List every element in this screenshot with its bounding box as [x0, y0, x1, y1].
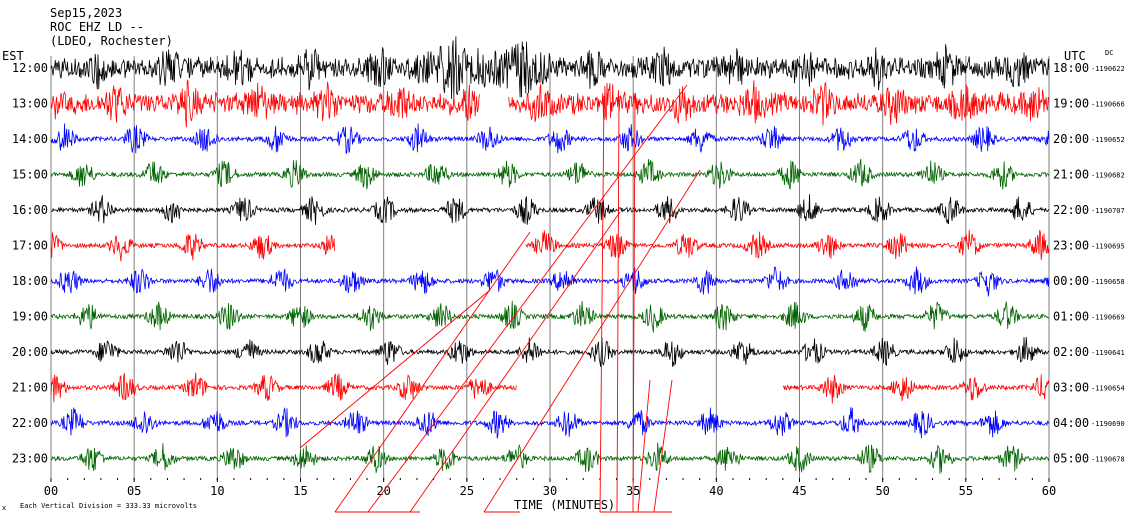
scale-note: Each Vertical Division = 333.33 microvol… [20, 502, 198, 510]
x-tick-label: 10 [210, 484, 224, 498]
x-axis-label: TIME (MINUTES) [514, 498, 616, 512]
utc-hour-label: 01:00 [1053, 310, 1089, 324]
x-tick-label: 25 [460, 484, 474, 498]
est-hour-label: 19:00 [12, 310, 48, 324]
dc-offset-label: -1190682 [1091, 172, 1125, 180]
utc-hour-label: 03:00 [1053, 381, 1089, 395]
dc-offset-label: -1190669 [1091, 314, 1125, 322]
trace-1400 [50, 123, 1050, 154]
utc-hour-label: 05:00 [1053, 452, 1089, 466]
event-line [637, 379, 651, 513]
est-hour-label: 17:00 [12, 239, 48, 253]
utc-hour-label: 20:00 [1053, 132, 1089, 146]
est-hour-label: 23:00 [12, 452, 48, 466]
dc-offset-label: -1190641 [1091, 349, 1125, 357]
dc-offset-label: -1190622 [1091, 65, 1125, 73]
utc-hour-label: 19:00 [1053, 97, 1089, 111]
x-tick-label: 50 [875, 484, 889, 498]
utc-hour-label: 04:00 [1053, 416, 1089, 430]
trace-1300 [50, 79, 1050, 128]
x-tick-label: 00 [44, 484, 58, 498]
x-tick-label: 05 [127, 484, 141, 498]
event-line [616, 95, 620, 513]
dc-offset-label: -1190678 [1091, 456, 1125, 464]
left-timezone-label: EST [2, 49, 24, 63]
event-line [632, 95, 636, 513]
utc-hour-label: 22:00 [1053, 203, 1089, 217]
x-tick-label: 40 [709, 484, 723, 498]
x-tick-label: 60 [1042, 484, 1056, 498]
seismic-traces [50, 36, 1050, 474]
event-line [653, 379, 673, 513]
est-hour-label: 15:00 [12, 168, 48, 182]
event-line [299, 289, 491, 449]
trace-2300 [50, 442, 1050, 474]
station-label: ROC EHZ LD -- [50, 20, 144, 34]
utc-hour-label: 02:00 [1053, 345, 1089, 359]
x-tick-label: 55 [959, 484, 973, 498]
x-tick-label: 45 [792, 484, 806, 498]
dc-offset-label: -1190658 [1091, 278, 1125, 286]
dc-offset-label: -1190690 [1091, 420, 1125, 428]
date-label: Sep15,2023 [50, 6, 123, 20]
utc-hour-label: 21:00 [1053, 168, 1089, 182]
trace-1800 [50, 266, 1050, 297]
x-axis-ticks: 00051015202530354045505560 [44, 478, 1056, 498]
trace-1200 [50, 36, 1050, 100]
event-line [367, 84, 688, 513]
utc-hour-label: 18:00 [1053, 61, 1089, 75]
event-line [409, 211, 621, 513]
trace-1900 [50, 300, 1050, 333]
trace-2000 [50, 336, 1050, 367]
dc-label: DC [1105, 49, 1114, 57]
trace-1600 [50, 194, 1050, 225]
est-hour-label: 14:00 [12, 132, 48, 146]
event-line [599, 95, 605, 513]
est-hour-label: 22:00 [12, 416, 48, 430]
corner-mark: x [2, 504, 7, 512]
network-label: (LDEO, Rochester) [50, 34, 173, 48]
grid-lines [50, 56, 1050, 478]
est-hour-label: 12:00 [12, 61, 48, 75]
trace-2100 [50, 372, 1050, 404]
trace-2200 [50, 407, 1050, 439]
event-line [483, 169, 701, 513]
event-lines [299, 84, 701, 513]
x-tick-label: 15 [293, 484, 307, 498]
est-hour-label: 13:00 [12, 97, 48, 111]
utc-hour-label: 23:00 [1053, 239, 1089, 253]
est-hour-label: 20:00 [12, 345, 48, 359]
event-line [334, 231, 531, 513]
est-hour-label: 21:00 [12, 381, 48, 395]
est-hour-label: 16:00 [12, 203, 48, 217]
trace-1500 [50, 158, 1050, 190]
x-tick-label: 30 [543, 484, 557, 498]
dc-offset-label: -1190707 [1091, 207, 1125, 215]
trace-1700 [50, 229, 1050, 262]
est-hour-label: 18:00 [12, 274, 48, 288]
right-timezone-label: UTC [1064, 49, 1086, 63]
dc-offset-label: -1190666 [1091, 101, 1125, 109]
dc-offset-label: -1190654 [1091, 385, 1125, 393]
dc-offset-label: -1190652 [1091, 136, 1125, 144]
dc-offset-label: -1190695 [1091, 243, 1125, 251]
utc-hour-label: 00:00 [1053, 274, 1089, 288]
